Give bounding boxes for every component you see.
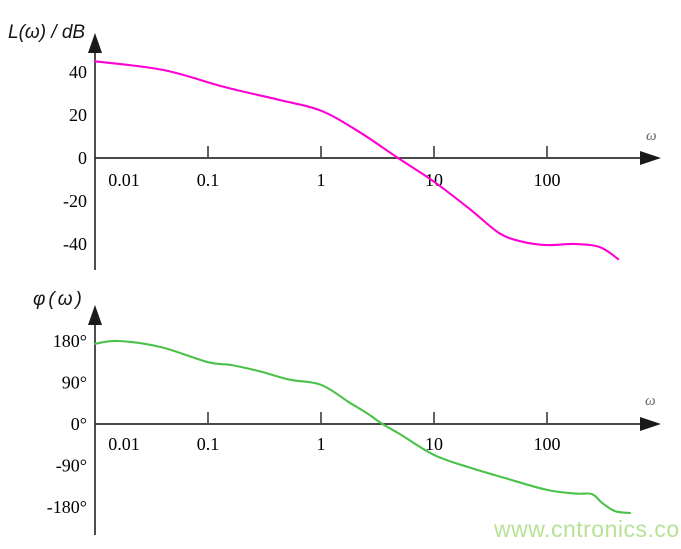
phase-axis-title: φ(ω): [33, 289, 85, 310]
y-tick-label: -180°: [47, 497, 87, 517]
y-tick-label: -20: [63, 191, 87, 211]
y-tick-label: 40: [69, 62, 87, 82]
x-tick-label: 0.01: [108, 170, 140, 190]
y-tick-label: 20: [69, 105, 87, 125]
x-tick-label: 100: [534, 170, 561, 190]
y-tick-label: -40: [63, 234, 87, 254]
y-tick-label: 0°: [71, 414, 87, 434]
x-tick-label: 1: [317, 170, 326, 190]
x-tick-label: 0.1: [197, 170, 220, 190]
y-axis-arrowhead-icon: [88, 33, 102, 53]
x-tick-label: 100: [534, 434, 561, 454]
x-tick-label: 10: [425, 434, 443, 454]
watermark-text: www.cntronics.com: [494, 516, 681, 542]
x-axis-arrowhead-icon: [640, 417, 661, 431]
magnitude-curve: [93, 60, 620, 261]
magnitude-xaxis-omega-label: ω: [646, 128, 657, 144]
y-tick-label: 90°: [62, 373, 87, 393]
y-axis-arrowhead-icon: [88, 305, 102, 325]
x-tick-label: 1: [317, 434, 326, 454]
y-tick-label: 0: [78, 148, 87, 168]
y-tick-label: -90°: [56, 455, 87, 475]
x-axis-arrowhead-icon: [640, 151, 661, 165]
x-tick-label: 0.01: [108, 434, 140, 454]
magnitude-axis-title: L(ω) / dB: [8, 22, 86, 43]
phase-curve: [93, 339, 632, 515]
y-tick-label: 180°: [53, 331, 87, 351]
phase-xaxis-omega-label: ω: [645, 393, 656, 409]
x-tick-label: 0.1: [197, 434, 220, 454]
